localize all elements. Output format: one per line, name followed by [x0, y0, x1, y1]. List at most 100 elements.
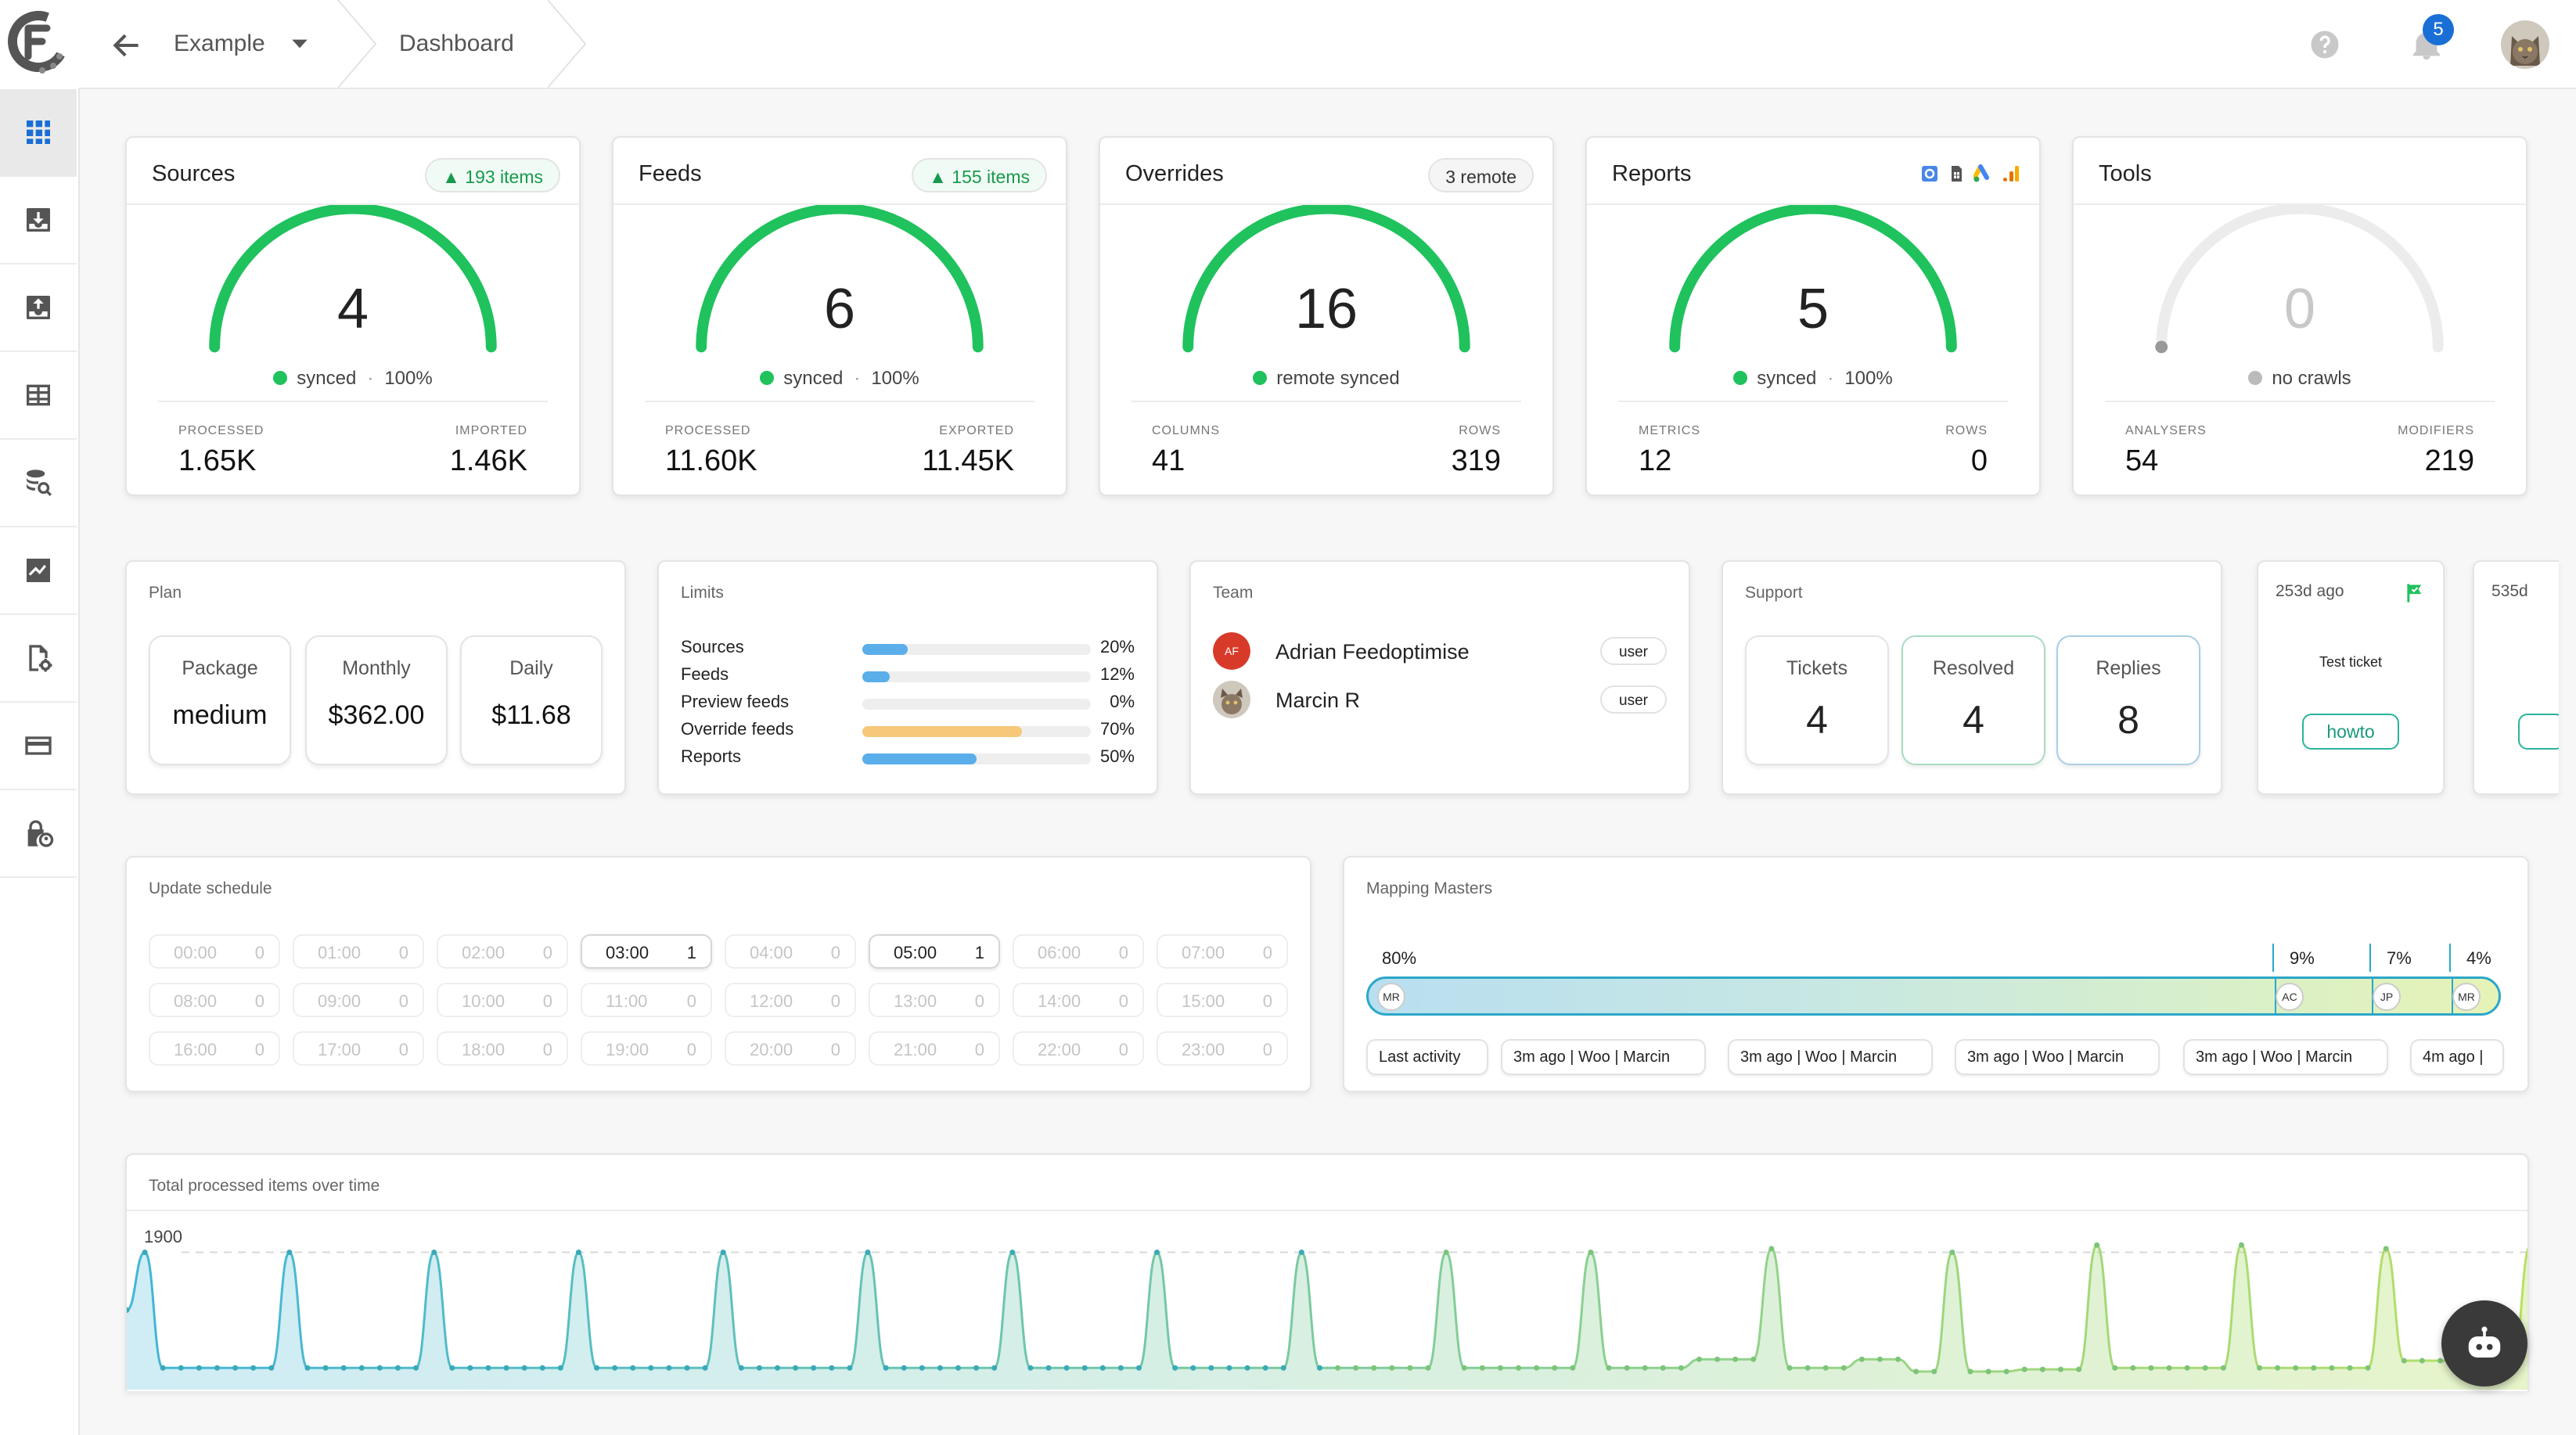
data-point[interactable]: [684, 1365, 690, 1371]
ticket-tag[interactable]: [2518, 714, 2559, 750]
schedule-slot[interactable]: 16:00 0: [149, 1031, 280, 1066]
data-point[interactable]: [1822, 1365, 1829, 1371]
data-point[interactable]: [1009, 1249, 1016, 1255]
data-point[interactable]: [1732, 1356, 1739, 1362]
data-point[interactable]: [1443, 1249, 1449, 1255]
data-point[interactable]: [2039, 1366, 2045, 1372]
data-point[interactable]: [322, 1365, 329, 1371]
schedule-slot[interactable]: 14:00 0: [1013, 983, 1144, 1017]
data-point[interactable]: [955, 1365, 961, 1371]
reports-card[interactable]: Reports 5 synced · 100% METRICS 12 ROWS 0: [1585, 136, 2041, 496]
schedule-slot[interactable]: 02:00 0: [437, 934, 568, 969]
data-point[interactable]: [865, 1249, 871, 1255]
data-point[interactable]: [1786, 1365, 1793, 1371]
data-point[interactable]: [2130, 1365, 2136, 1371]
data-point[interactable]: [214, 1365, 220, 1371]
data-point[interactable]: [2094, 1242, 2100, 1248]
schedule-slot[interactable]: 06:00 0: [1013, 934, 1144, 969]
data-point[interactable]: [394, 1365, 401, 1371]
data-point[interactable]: [1678, 1365, 1684, 1371]
schedule-slot[interactable]: 23:00 0: [1157, 1031, 1288, 1066]
data-point[interactable]: [720, 1249, 726, 1255]
data-point[interactable]: [2112, 1365, 2118, 1371]
data-point[interactable]: [1063, 1365, 1070, 1371]
sidebar-item-tools[interactable]: [0, 615, 77, 703]
activity-entry[interactable]: 3m ago | Woo | Marcin: [2183, 1039, 2388, 1075]
data-point[interactable]: [503, 1365, 509, 1371]
data-point[interactable]: [557, 1365, 563, 1371]
resolved-box[interactable]: Resolved 4: [1901, 635, 2045, 765]
overrides-card[interactable]: Overrides 3 remote 16 remote synced COLU…: [1099, 136, 1554, 496]
data-point[interactable]: [2401, 1358, 2407, 1364]
schedule-slot[interactable]: 08:00 0: [149, 983, 280, 1017]
data-point[interactable]: [2383, 1246, 2389, 1252]
chatbot-button[interactable]: [2441, 1300, 2527, 1386]
data-point[interactable]: [1280, 1365, 1286, 1371]
project-selector[interactable]: Example: [174, 31, 265, 56]
data-point[interactable]: [2166, 1365, 2172, 1371]
data-point[interactable]: [2148, 1365, 2154, 1371]
schedule-slot[interactable]: 21:00 0: [869, 1031, 1000, 1066]
data-point[interactable]: [847, 1365, 853, 1371]
data-point[interactable]: [1840, 1365, 1847, 1371]
data-point[interactable]: [901, 1365, 907, 1371]
data-point[interactable]: [1696, 1356, 1703, 1362]
data-point[interactable]: [1895, 1356, 1901, 1362]
data-point[interactable]: [702, 1365, 708, 1371]
sidebar-item-billing[interactable]: [0, 703, 77, 790]
data-point[interactable]: [1804, 1365, 1811, 1371]
data-point[interactable]: [340, 1365, 347, 1371]
segment-user-initials[interactable]: MR: [2452, 983, 2481, 1011]
data-point[interactable]: [304, 1365, 311, 1371]
schedule-slot[interactable]: 12:00 0: [725, 983, 856, 1017]
segment-user-initials[interactable]: AC: [2276, 983, 2304, 1011]
schedule-slot[interactable]: 17:00 0: [293, 1031, 424, 1066]
data-point[interactable]: [1461, 1365, 1467, 1371]
help-icon[interactable]: [2308, 28, 2341, 61]
data-point[interactable]: [286, 1249, 293, 1255]
data-point[interactable]: [1298, 1249, 1304, 1255]
data-point[interactable]: [2257, 1365, 2263, 1371]
data-point[interactable]: [1172, 1365, 1178, 1371]
data-point[interactable]: [1135, 1365, 1142, 1371]
ticket-card[interactable]: 535d: [2473, 560, 2559, 795]
sidebar-item-analysis[interactable]: [0, 440, 77, 527]
data-point[interactable]: [630, 1365, 636, 1371]
sidebar-item-account[interactable]: [0, 790, 77, 878]
activity-entry[interactable]: 4m ago |: [2410, 1039, 2504, 1075]
data-point[interactable]: [2311, 1365, 2317, 1371]
ticket-tag[interactable]: howto: [2302, 714, 2399, 750]
schedule-slot[interactable]: 09:00 0: [293, 983, 424, 1017]
sidebar-item-feeds[interactable]: [0, 264, 77, 352]
data-point[interactable]: [467, 1365, 473, 1371]
data-point[interactable]: [268, 1365, 275, 1371]
schedule-slot[interactable]: 05:00 1: [869, 934, 1000, 969]
data-point[interactable]: [2347, 1365, 2353, 1371]
feedoptimise-logo[interactable]: [5, 8, 72, 75]
data-point[interactable]: [811, 1365, 817, 1371]
data-point[interactable]: [2021, 1366, 2027, 1372]
data-point[interactable]: [1931, 1368, 1937, 1375]
data-point[interactable]: [2238, 1242, 2244, 1248]
team-member[interactable]: Marcin R user: [1213, 681, 1667, 728]
data-point[interactable]: [1516, 1365, 1522, 1371]
data-point[interactable]: [449, 1365, 455, 1371]
data-point[interactable]: [1407, 1365, 1413, 1371]
tickets-box[interactable]: Tickets 4: [1745, 635, 1889, 765]
data-point[interactable]: [2076, 1366, 2082, 1372]
schedule-slot[interactable]: 11:00 0: [581, 983, 712, 1017]
data-point[interactable]: [1335, 1365, 1341, 1371]
data-point[interactable]: [1967, 1368, 1973, 1375]
ticket-card[interactable]: 253d ago Test ticket howto: [2257, 560, 2445, 795]
back-arrow-icon[interactable]: [110, 28, 144, 63]
data-point[interactable]: [1389, 1365, 1395, 1371]
data-point[interactable]: [1660, 1365, 1666, 1371]
segment-user-initials[interactable]: JP: [2373, 983, 2401, 1011]
data-point[interactable]: [1588, 1249, 1594, 1255]
data-point[interactable]: [2419, 1358, 2425, 1364]
data-point[interactable]: [2057, 1366, 2063, 1372]
segment-user-initials[interactable]: MR: [1377, 983, 1405, 1011]
sidebar-item-dashboard[interactable]: [0, 89, 77, 177]
schedule-slot[interactable]: 07:00 0: [1157, 934, 1288, 969]
data-point[interactable]: [1624, 1365, 1630, 1371]
